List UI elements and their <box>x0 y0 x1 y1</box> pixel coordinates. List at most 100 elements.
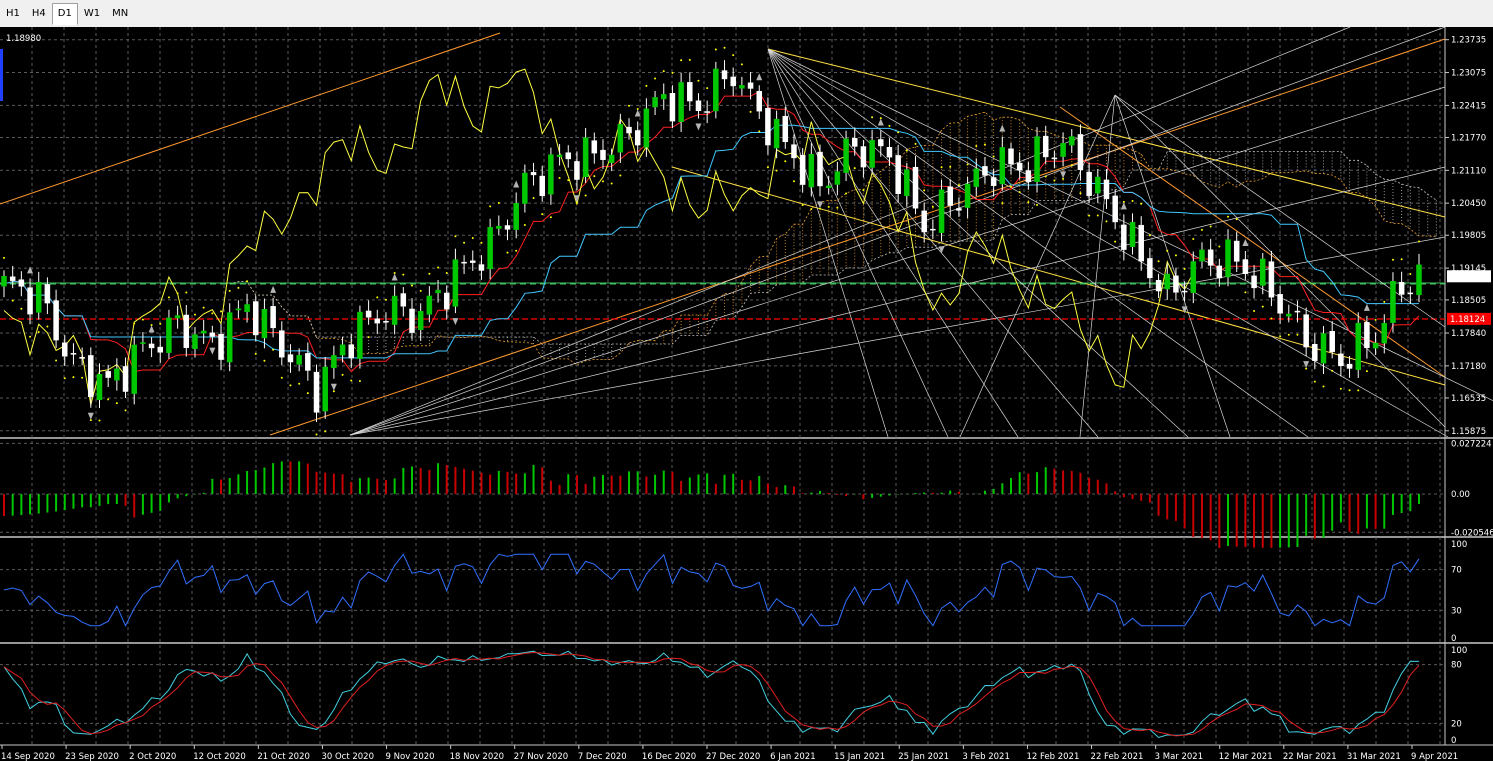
tab-h4[interactable]: H4 <box>31 8 46 19</box>
fractal-up-arrow <box>999 124 1006 132</box>
psar-dot <box>124 409 127 412</box>
tab-h1[interactable]: H1 <box>6 8 20 19</box>
candle-body <box>79 357 85 359</box>
candle-body <box>608 154 615 163</box>
fractal-down-arrow <box>1181 306 1188 314</box>
psar-dot <box>645 84 648 87</box>
psar-dot <box>46 325 49 328</box>
candle-body <box>357 311 363 359</box>
psar-dot <box>1096 214 1099 217</box>
psar-dot <box>176 292 179 295</box>
psar-dot <box>1400 258 1403 261</box>
macd-tick-label: 0.00 <box>1451 490 1470 500</box>
price-tick-label: 1.23735 <box>1451 36 1486 46</box>
fan-line-down <box>767 48 1309 438</box>
orange-diagonal <box>1059 106 1446 378</box>
date-tick-label: 31 Mar 2021 <box>1347 752 1401 761</box>
psar-dot <box>246 280 249 283</box>
psar-dot <box>384 298 387 301</box>
psar-dot <box>280 376 283 379</box>
candle-body <box>652 97 658 108</box>
fractal-up-arrow <box>148 325 155 333</box>
psar-dot <box>862 189 865 192</box>
candle-body <box>1042 135 1049 158</box>
fan-line-up <box>349 166 1446 436</box>
psar-dot <box>411 284 414 287</box>
date-tick-label: 6 Jan 2021 <box>770 752 816 761</box>
candle-body <box>1216 265 1223 279</box>
candle-body <box>1025 170 1032 182</box>
fan-line-down <box>767 48 1019 438</box>
psar-dot <box>437 266 440 269</box>
chart-area[interactable]: 1.23735 1.23075 1.22415 1.21770 1.21110 1.204… <box>0 27 1493 761</box>
psar-dot <box>454 235 457 238</box>
psar-dot <box>584 194 587 197</box>
candle-body <box>1268 261 1275 298</box>
candle-body <box>1407 292 1414 295</box>
candle-body <box>478 264 485 271</box>
psar-dot <box>497 202 500 205</box>
candle-body <box>1147 258 1153 279</box>
psar-dot <box>740 63 743 66</box>
tab-w1[interactable]: W1 <box>83 8 101 19</box>
candle-body <box>1 276 7 287</box>
psar-dot <box>836 206 839 209</box>
psar-dot <box>567 179 570 182</box>
psar-dot <box>1374 318 1377 321</box>
psar-dot <box>541 213 544 216</box>
psar-dot <box>1339 387 1342 390</box>
candle-body <box>886 147 893 158</box>
date-tick-label: 7 Dec 2020 <box>578 752 627 761</box>
psar-dot <box>72 376 75 379</box>
candle-body <box>35 281 42 313</box>
candle-body <box>1086 171 1092 197</box>
date-tick-label: 16 Dec 2020 <box>642 752 696 761</box>
candle-body <box>443 292 450 310</box>
candle-body <box>62 342 68 357</box>
fractal-arrows <box>27 73 1370 420</box>
candle-body <box>634 130 641 146</box>
timeframe-tabs: H1 H4 D1 W1 MN <box>0 3 134 25</box>
psar-dot <box>1383 300 1386 303</box>
candle-body <box>912 166 919 209</box>
psar-dot <box>749 110 752 113</box>
tab-mn[interactable]: MN <box>112 8 129 19</box>
candle-body <box>1303 314 1309 348</box>
fractal-up-arrow <box>756 73 763 81</box>
psar-dot <box>55 359 58 362</box>
candle-body <box>1155 280 1162 292</box>
candle-body <box>487 227 493 270</box>
candle-body <box>261 309 268 339</box>
fan-line-down <box>767 48 1493 402</box>
psar-dot <box>688 58 691 61</box>
psar-dot <box>723 46 726 49</box>
candle-body <box>1181 290 1188 293</box>
chikou-span-line <box>3 68 1194 405</box>
candle-body <box>1294 310 1301 313</box>
candle-body <box>548 154 554 195</box>
psar-dot <box>1253 310 1256 313</box>
psar-dot <box>193 313 196 316</box>
date-tick-label: 27 Dec 2020 <box>706 752 760 761</box>
yellow-channel-upper <box>767 48 1446 218</box>
psar-dot <box>150 323 153 326</box>
candle-body <box>626 126 632 134</box>
candle-body <box>956 208 962 211</box>
candle-body <box>869 140 875 168</box>
fan-line-up <box>349 27 1351 436</box>
candle-body <box>921 210 927 233</box>
psar-dot <box>1148 234 1151 237</box>
candle-body <box>1286 313 1292 317</box>
psar-dot <box>402 273 405 276</box>
candle-body <box>365 310 372 318</box>
psar-dot <box>289 384 292 387</box>
psar-dot <box>81 376 84 379</box>
candle-body <box>530 172 537 176</box>
psar-dot <box>949 165 952 168</box>
candle-body <box>252 301 259 336</box>
date-tick-label: 3 Mar 2021 <box>1155 752 1203 761</box>
tab-d1[interactable]: D1 <box>51 3 78 25</box>
time-axis: 14 Sep 2020 23 Sep 2020 2 Oct 2020 12 Oct 2… <box>1 745 1458 761</box>
candle-body <box>904 169 910 197</box>
candle-body <box>470 260 476 263</box>
